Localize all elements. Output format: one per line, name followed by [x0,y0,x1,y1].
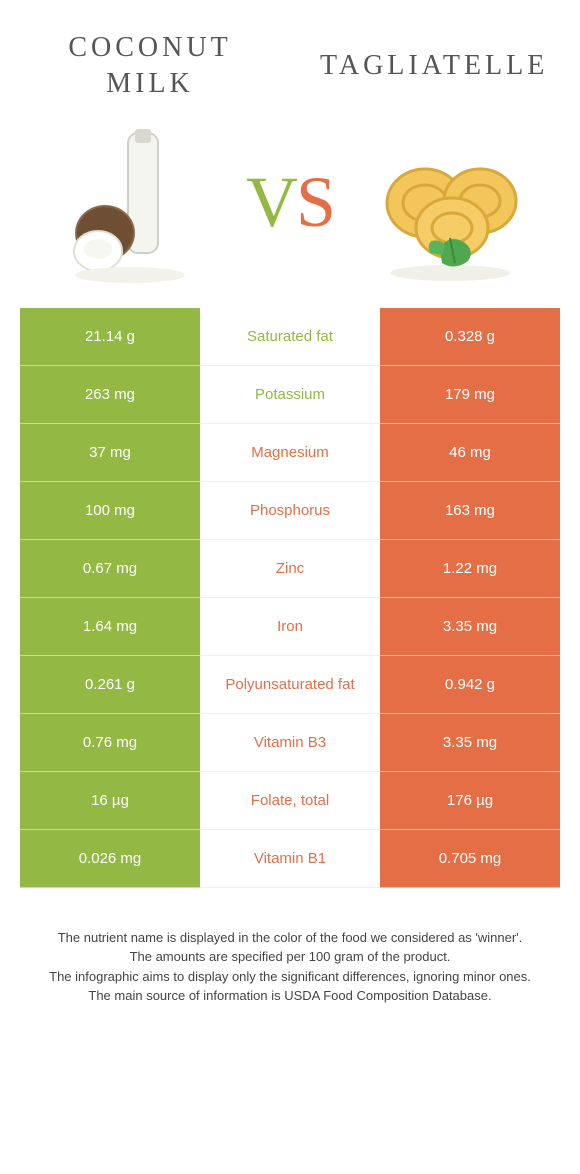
nutrient-row: 263 mgPotassium179 mg [20,366,560,424]
food-right-image [370,123,530,283]
footer-line: The infographic aims to display only the… [30,967,550,987]
value-right: 1.22 mg [380,540,560,598]
value-right: 0.328 g [380,308,560,366]
value-left: 263 mg [20,366,200,424]
value-right: 3.35 mg [380,598,560,656]
value-left: 21.14 g [20,308,200,366]
value-right: 179 mg [380,366,560,424]
nutrient-label: Potassium [200,366,380,424]
value-left: 0.261 g [20,656,200,714]
vs-s: S [296,162,334,242]
nutrient-row: 37 mgMagnesium46 mg [20,424,560,482]
value-right: 0.705 mg [380,830,560,888]
nutrient-row: 0.261 gPolyunsaturated fat0.942 g [20,656,560,714]
nutrient-label: Zinc [200,540,380,598]
images-row: VS [0,113,580,308]
nutrient-label: Polyunsaturated fat [200,656,380,714]
nutrient-row: 0.026 mgVitamin B10.705 mg [20,830,560,888]
nutrient-label: Magnesium [200,424,380,482]
footer-line: The main source of information is USDA F… [30,986,550,1006]
value-left: 100 mg [20,482,200,540]
nutrient-label: Vitamin B3 [200,714,380,772]
value-right: 0.942 g [380,656,560,714]
value-left: 37 mg [20,424,200,482]
nutrient-label: Saturated fat [200,308,380,366]
nutrient-row: 100 mgPhosphorus163 mg [20,482,560,540]
nutrient-label: Phosphorus [200,482,380,540]
value-right: 3.35 mg [380,714,560,772]
value-right: 163 mg [380,482,560,540]
value-left: 0.026 mg [20,830,200,888]
nutrient-row: 0.67 mgZinc1.22 mg [20,540,560,598]
food-right-title: TAGLIATELLE [320,48,540,84]
value-right: 176 µg [380,772,560,830]
value-left: 0.76 mg [20,714,200,772]
vs-v: V [246,162,296,242]
nutrient-row: 1.64 mgIron3.35 mg [20,598,560,656]
footer-line: The amounts are specified per 100 gram o… [30,947,550,967]
nutrient-row: 0.76 mgVitamin B33.35 mg [20,714,560,772]
value-left: 16 µg [20,772,200,830]
nutrient-label: Folate, total [200,772,380,830]
nutrient-table: 21.14 gSaturated fat0.328 g263 mgPotassi… [20,308,560,888]
value-left: 1.64 mg [20,598,200,656]
nutrient-label: Vitamin B1 [200,830,380,888]
vs-label: VS [246,161,334,244]
food-left-image [50,123,210,283]
nutrient-row: 16 µgFolate, total176 µg [20,772,560,830]
footer-line: The nutrient name is displayed in the co… [30,928,550,948]
value-left: 0.67 mg [20,540,200,598]
header: COCONUT MILK TAGLIATELLE [0,0,580,113]
footer-notes: The nutrient name is displayed in the co… [0,888,580,1006]
nutrient-label: Iron [200,598,380,656]
food-left-title: COCONUT MILK [40,30,260,103]
value-right: 46 mg [380,424,560,482]
nutrient-row: 21.14 gSaturated fat0.328 g [20,308,560,366]
